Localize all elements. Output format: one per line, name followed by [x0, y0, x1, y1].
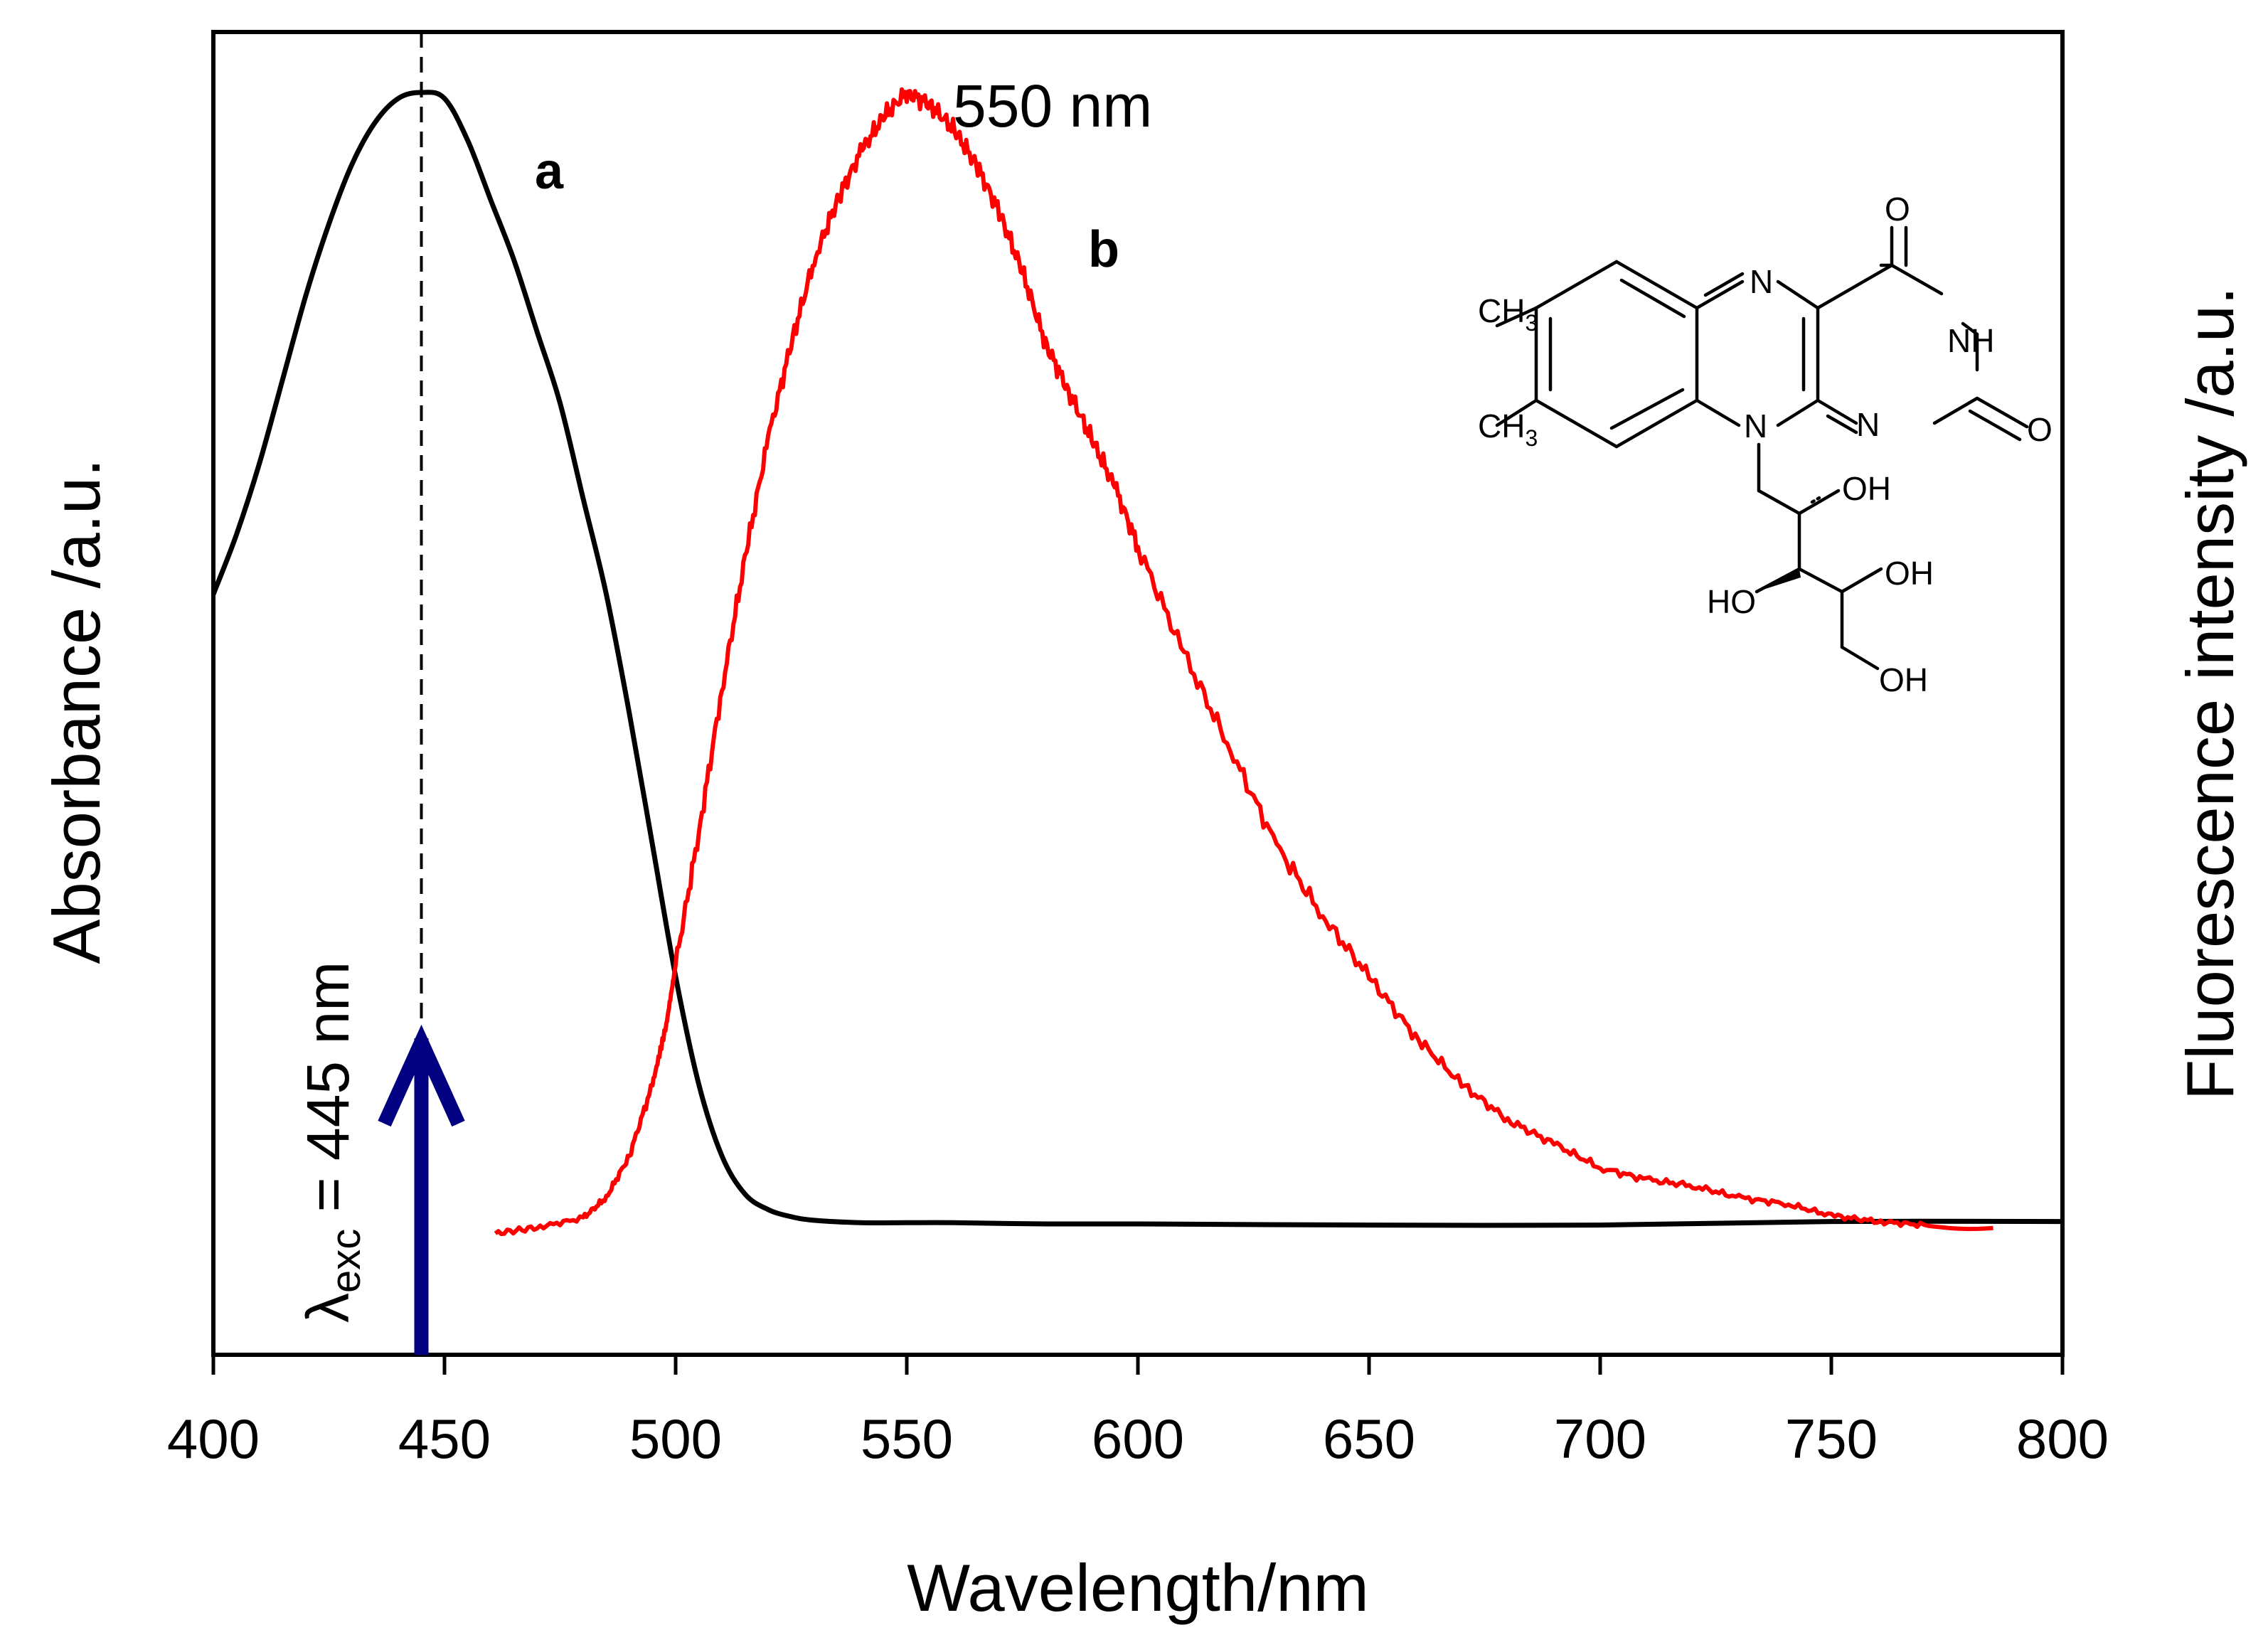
- x-tick-label-500: 500: [629, 1407, 722, 1470]
- y-axis-title-right: Fluorescence intensity /a.u.: [2173, 287, 2247, 1100]
- oh-label-3: OH: [1879, 661, 1928, 698]
- emission-peak-label: 550 nm: [953, 73, 1152, 139]
- fluorescence-curve: [494, 87, 1993, 1237]
- x-tick-label-650: 650: [1323, 1407, 1415, 1470]
- x-tick-label-800: 800: [2016, 1407, 2109, 1470]
- n-label-right: N: [1856, 406, 1880, 443]
- absorbance-curve: [211, 90, 2063, 1228]
- x-tick-label-600: 600: [1092, 1407, 1184, 1470]
- plot-frame: [211, 30, 2065, 1357]
- x-tick-label-450: 450: [398, 1407, 491, 1470]
- oh-label-1: OH: [1842, 470, 1891, 507]
- excitation-arrow: [378, 1024, 465, 1355]
- ch3-label-bottom: CH3: [1478, 408, 1538, 451]
- curve-label-b: b: [1088, 221, 1119, 278]
- nh-label: NH: [1947, 322, 1994, 359]
- o-label-top: O: [1885, 191, 1910, 228]
- x-tick-label-400: 400: [167, 1407, 260, 1470]
- x-tick-label-550: 550: [861, 1407, 953, 1470]
- x-tick-label-700: 700: [1554, 1407, 1646, 1470]
- x-tick-label-750: 750: [1785, 1407, 1878, 1470]
- ch3-label-top: CH3: [1478, 292, 1538, 336]
- ho-label: HO: [1707, 583, 1756, 620]
- n-label-top: N: [1750, 263, 1773, 300]
- riboflavin-structure: CH3 CH3 N N N NH O O OH HO OH OH: [1478, 191, 2053, 698]
- y-axis-title-left: Absorbance /a.u.: [39, 459, 114, 964]
- o-label-right: O: [2027, 411, 2053, 448]
- oh-label-2: OH: [1885, 555, 1934, 592]
- curve-label-a: a: [535, 143, 564, 200]
- n-label-bottom: N: [1744, 408, 1767, 444]
- x-axis-title: Wavelength/nm: [907, 1550, 1369, 1625]
- x-axis-ticks: 400 450 500 550 600 650 700 750 800: [167, 1355, 2109, 1470]
- excitation-label: λexc = 445 nm: [294, 962, 369, 1323]
